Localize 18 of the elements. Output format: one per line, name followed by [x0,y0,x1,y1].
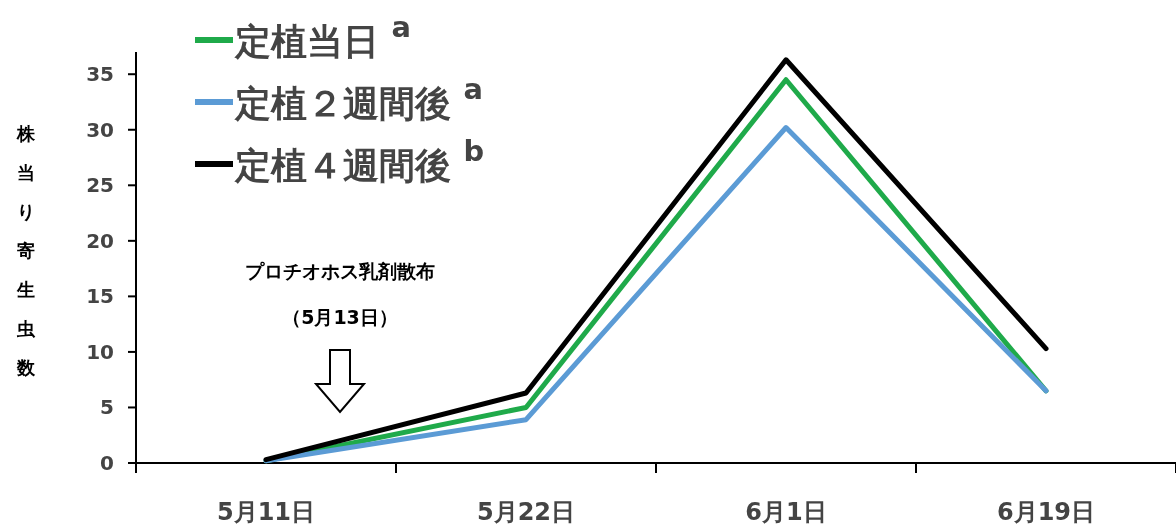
x-tick-label: 5月22日 [476,498,576,526]
x-tick-label: 5月11日 [216,498,316,526]
legend-label: 定植４週間後 $^{b}$ [234,134,485,186]
y-tick-label: 0 [100,451,114,475]
legend-label: 定植２週間後 $^{a}$ [234,72,483,124]
y-tick-label: 15 [86,284,114,309]
x-tick-label: 6月19日 [996,498,1096,526]
y-axis-title: 株当り寄生虫数 [16,123,36,378]
legend-label: 定植当日 $^{a}$ [234,10,411,62]
y-tick-label: 10 [86,339,114,364]
y-tick-label: 30 [86,117,114,142]
y-tick-label: 35 [86,62,114,87]
annotation: （5月13日） [282,306,398,328]
y-tick-label: 25 [86,173,114,198]
annotation: プロチオホス乳剤散布 [245,260,435,282]
y-tick-label: 20 [86,228,114,253]
x-tick-label: 6月1日 [745,498,827,526]
y-tick-label: 5 [100,395,114,420]
